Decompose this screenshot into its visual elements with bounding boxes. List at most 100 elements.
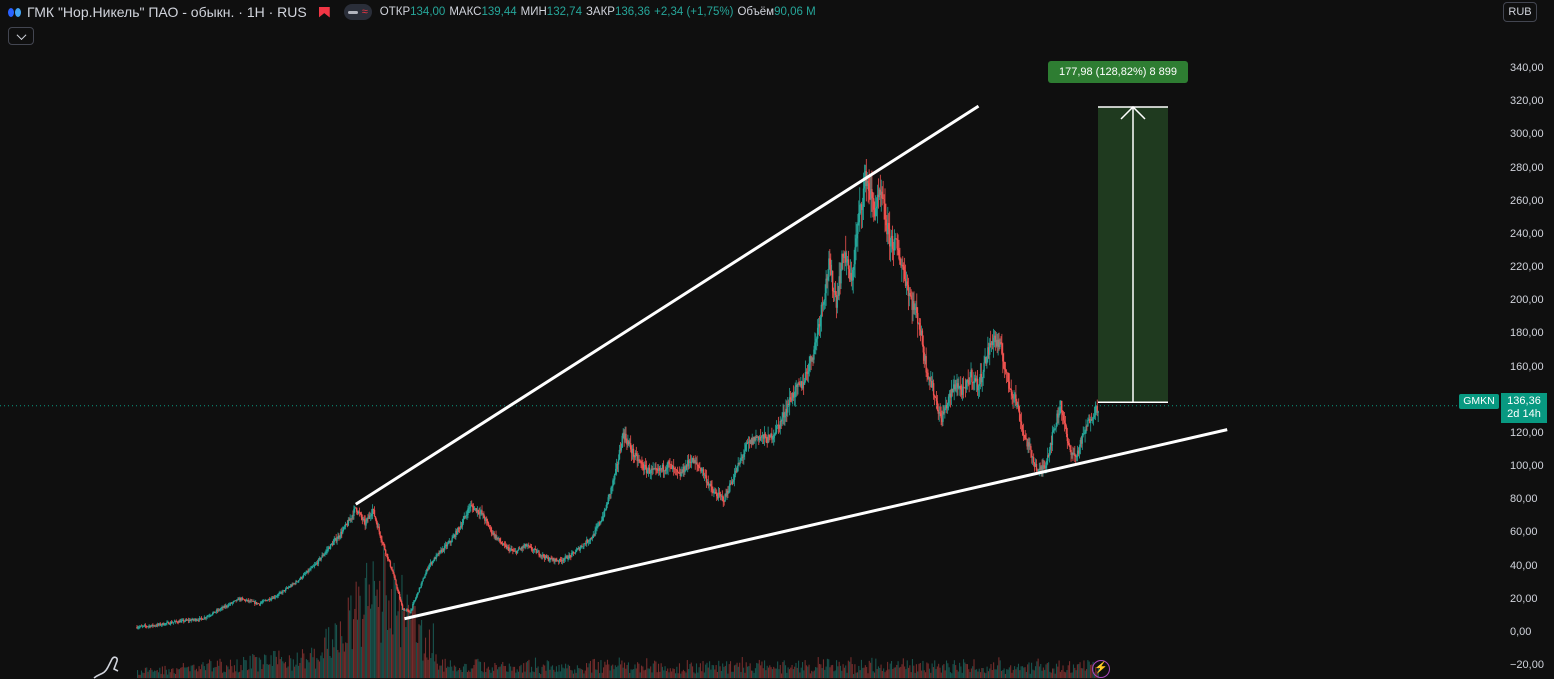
volume-bar xyxy=(1037,658,1039,678)
candle xyxy=(428,563,431,570)
candle xyxy=(222,606,224,611)
candle-body xyxy=(815,338,817,343)
volume-bar xyxy=(254,657,256,678)
candle xyxy=(572,550,574,555)
volume-bar xyxy=(898,667,900,678)
candle xyxy=(1043,460,1045,470)
candle-body xyxy=(491,532,493,534)
volume-bar xyxy=(716,671,718,678)
pen-icon[interactable] xyxy=(92,655,122,679)
candle xyxy=(514,548,516,552)
candle xyxy=(452,533,454,539)
volume-bar xyxy=(1044,669,1046,678)
volume-bar xyxy=(735,664,737,678)
candle-body xyxy=(328,547,331,549)
candle xyxy=(349,514,351,523)
candle-body xyxy=(940,413,942,419)
flag-icon[interactable] xyxy=(318,6,330,18)
candle xyxy=(719,491,722,501)
candle-body xyxy=(923,352,925,361)
volume-bar xyxy=(273,650,275,678)
candle xyxy=(914,303,916,316)
candle xyxy=(442,548,445,552)
candle xyxy=(894,233,896,251)
volume-bar xyxy=(282,661,284,678)
candle xyxy=(953,375,955,401)
candle xyxy=(427,566,429,572)
candle-body xyxy=(1029,446,1031,447)
candle-body xyxy=(856,233,858,239)
candle-body xyxy=(1091,418,1094,421)
candle-body xyxy=(634,453,637,458)
symbol-title[interactable]: ГМК "Нор.Никель" ПАО - обыкн. · 1Н · RUS xyxy=(27,4,307,20)
candle-body xyxy=(1014,394,1016,399)
candle xyxy=(238,597,240,601)
candle-body xyxy=(1093,415,1096,418)
candle xyxy=(391,566,393,572)
candle xyxy=(234,600,236,602)
candle-body xyxy=(838,276,840,296)
candle xyxy=(616,461,619,472)
candle-body xyxy=(499,538,501,542)
candle-body xyxy=(546,557,549,558)
candle-body xyxy=(713,492,715,494)
candle-body xyxy=(370,514,373,516)
candle-body xyxy=(374,516,377,520)
volume-bar xyxy=(294,666,296,678)
candle-body xyxy=(147,626,149,627)
candle xyxy=(791,391,794,405)
candle xyxy=(249,598,251,603)
candle-body xyxy=(984,357,986,363)
candle-body xyxy=(297,581,299,583)
candle-body xyxy=(1004,369,1007,372)
volume-bar xyxy=(555,666,557,678)
candle xyxy=(699,461,701,469)
candle-body xyxy=(400,601,403,605)
volume-bar xyxy=(585,663,588,678)
candle-body xyxy=(1075,456,1078,458)
currency-button[interactable]: RUB xyxy=(1503,2,1537,22)
volume-bar xyxy=(229,659,232,678)
candle xyxy=(656,467,658,474)
legend-collapse-button[interactable] xyxy=(8,27,34,45)
candle-body xyxy=(1003,361,1005,369)
candle xyxy=(316,560,319,566)
candle-body xyxy=(154,625,156,627)
candle xyxy=(319,557,321,562)
candle xyxy=(906,274,909,291)
volume-bar xyxy=(616,667,618,678)
candle-body xyxy=(179,620,181,623)
volume-bar xyxy=(214,667,216,678)
lightning-icon[interactable]: ⚡ xyxy=(1092,660,1110,678)
volume-bar xyxy=(447,666,449,678)
candle xyxy=(694,455,696,470)
candle xyxy=(478,507,480,519)
volume-bar xyxy=(606,659,609,678)
volume-bar xyxy=(536,667,538,678)
price-range-measure xyxy=(1098,105,1168,404)
candle-body xyxy=(1083,433,1085,435)
volume-bar xyxy=(453,665,455,678)
candle-body xyxy=(420,583,422,588)
candle-body xyxy=(1048,449,1051,456)
candle-body xyxy=(742,456,744,458)
candle xyxy=(503,541,506,549)
indicator-toggle[interactable]: ≈ xyxy=(343,4,372,20)
candle-body xyxy=(597,525,599,527)
candle xyxy=(797,381,799,395)
candle-body xyxy=(622,432,624,436)
volume-bar xyxy=(873,672,876,678)
candle xyxy=(784,411,786,426)
candle-body xyxy=(559,558,562,561)
candle-body xyxy=(909,293,911,296)
volume-bar xyxy=(714,669,716,678)
candle xyxy=(271,596,274,600)
candle xyxy=(717,487,720,502)
candle-body xyxy=(662,464,665,472)
measure-label[interactable]: 177,98 (128,82%) 8 899 xyxy=(1048,61,1188,83)
volume-bar xyxy=(977,671,979,678)
candle-body xyxy=(332,541,335,546)
candle-body xyxy=(716,493,718,497)
